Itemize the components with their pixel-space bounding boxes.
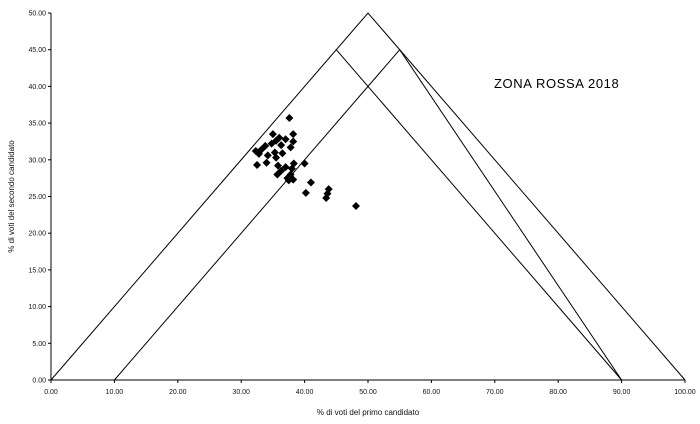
data-point	[263, 151, 272, 160]
data-point	[306, 178, 315, 187]
y-tick-label: 50.00	[28, 11, 46, 18]
data-point	[285, 113, 294, 122]
x-tick-label: 100.00	[674, 389, 696, 396]
y-tick-label: 20.00	[28, 231, 46, 238]
data-point	[286, 143, 295, 152]
y-tick-label: 35.00	[28, 121, 46, 128]
data-point	[273, 161, 282, 170]
chart-title: ZONA ROSSA 2018	[494, 76, 619, 91]
data-point	[272, 153, 281, 162]
y-tick-label: 15.00	[28, 267, 46, 274]
y-tick-label: 30.00	[28, 157, 46, 164]
x-tick-label: 20.00	[169, 389, 187, 396]
reference-line-0	[50, 12, 686, 381]
x-tick-label: 80.00	[549, 389, 567, 396]
data-point	[300, 159, 309, 168]
y-ticks: 0.00 5.00 10.00 15.00 20.00 25.00 30.00 35.00 40…	[28, 11, 51, 385]
data-points	[251, 113, 360, 211]
data-point	[273, 170, 282, 179]
y-tick-label: 5.00	[32, 341, 46, 348]
x-tick-label: 70.00	[486, 389, 504, 396]
reference-lines	[50, 12, 686, 381]
data-point	[322, 193, 331, 202]
y-axis-title: % di voti del secondo candidato	[7, 140, 16, 253]
data-point	[254, 149, 263, 158]
data-point	[268, 130, 277, 139]
x-tick-label: 30.00	[232, 389, 250, 396]
x-tick-label: 90.00	[613, 389, 631, 396]
x-axis-title: % di voti del primo candidato	[317, 408, 420, 417]
data-point	[301, 188, 310, 197]
y-tick-label: 40.00	[28, 84, 46, 91]
data-point	[278, 149, 287, 158]
y-tick-label: 10.00	[28, 304, 46, 311]
data-point	[289, 130, 298, 139]
x-tick-label: 40.00	[296, 389, 314, 396]
y-tick-label: 0.00	[32, 378, 46, 385]
data-point	[251, 146, 260, 155]
x-tick-label: 10.00	[106, 389, 124, 396]
x-ticks: 0.00 10.00 20.00 30.00 40.00 50.00 60.00 70.00 8…	[44, 380, 696, 396]
x-tick-label: 50.00	[359, 389, 377, 396]
data-point	[351, 202, 360, 211]
x-tick-label: 60.00	[423, 389, 441, 396]
data-point	[277, 141, 286, 150]
y-tick-label: 25.00	[28, 194, 46, 201]
data-point	[281, 135, 290, 144]
data-point	[262, 158, 271, 167]
y-tick-label: 45.00	[28, 47, 46, 54]
reference-line-1	[114, 48, 623, 381]
x-tick-label: 0.00	[44, 389, 58, 396]
data-point	[267, 139, 276, 148]
data-point	[281, 163, 290, 172]
data-point	[287, 164, 296, 173]
data-point	[289, 175, 298, 184]
data-point	[253, 160, 262, 169]
data-point	[289, 137, 298, 146]
